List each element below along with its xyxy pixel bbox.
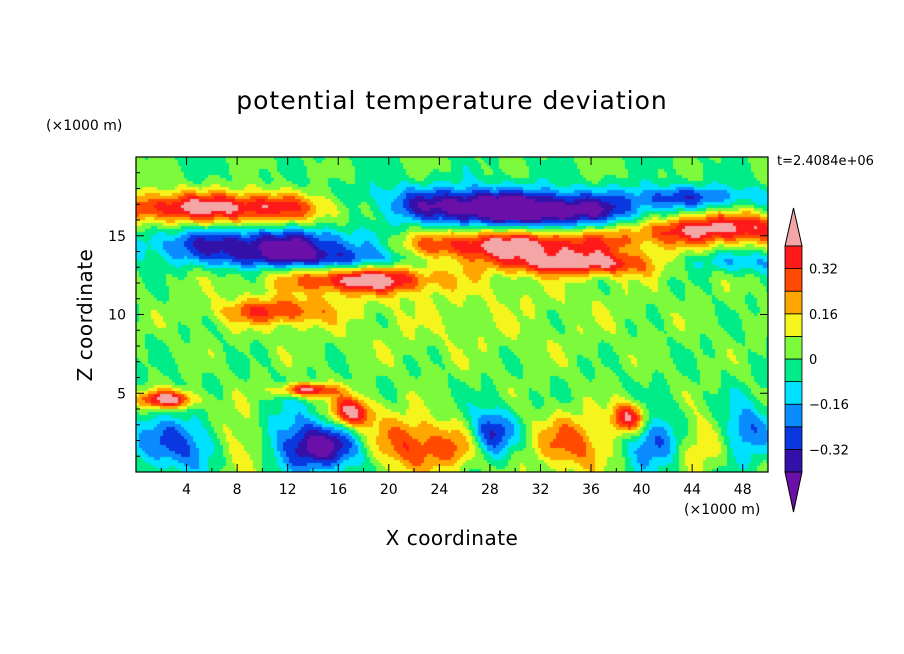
x-tick-label: 8	[233, 482, 242, 498]
colorbar-swatch	[784, 426, 803, 450]
x-tick-label: 4	[182, 482, 191, 498]
x-axis-label: X coordinate	[385, 526, 519, 550]
y-tick-label: 5	[117, 386, 126, 402]
x-tick-label: 36	[582, 482, 600, 498]
plot-frame	[135, 156, 769, 473]
colorbar-swatch	[784, 290, 803, 315]
colorbar-swatch	[784, 358, 803, 383]
x-tick-label: 16	[329, 482, 347, 498]
colorbar-swatch	[784, 448, 803, 473]
contour-field	[136, 157, 768, 472]
colorbar-tick-label: −0.16	[809, 398, 849, 413]
colorbar-tick-label: 0.32	[809, 263, 838, 278]
colorbar: 0.32 0.16 0 −0.16 −0.32	[784, 207, 849, 513]
colorbar-swatch	[784, 268, 803, 292]
colorbar-max-extension	[784, 207, 803, 247]
time-label: t=2.4084e+06	[777, 154, 874, 169]
x-tick-label: 48	[734, 482, 752, 498]
x-tick-label: 20	[380, 482, 398, 498]
colorbar-swatch	[784, 335, 803, 360]
colorbar-swatch	[784, 245, 803, 270]
y-tick-label: 15	[108, 229, 126, 245]
colorbar-swatch	[784, 313, 803, 337]
colorbar-tick-label: −0.32	[809, 443, 849, 458]
colorbar-min-extension	[784, 471, 803, 513]
x-axis-units: (×1000 m)	[684, 502, 761, 518]
z-axis-units: (×1000 m)	[46, 118, 123, 134]
colorbar-swatch	[784, 381, 803, 405]
x-tick-label: 12	[279, 482, 297, 498]
colorbar-tick-label: 0.16	[809, 308, 838, 323]
x-tick-label: 44	[683, 482, 701, 498]
x-tick-label: 32	[532, 482, 550, 498]
colorbar-tick-label: 0	[809, 353, 817, 368]
x-tick-label: 40	[633, 482, 651, 498]
x-tick-label: 28	[481, 482, 499, 498]
chart-title: potential temperature deviation	[236, 86, 668, 115]
y-tick-label: 10	[108, 308, 126, 324]
colorbar-swatch	[784, 403, 803, 428]
x-tick-label: 24	[430, 482, 448, 498]
